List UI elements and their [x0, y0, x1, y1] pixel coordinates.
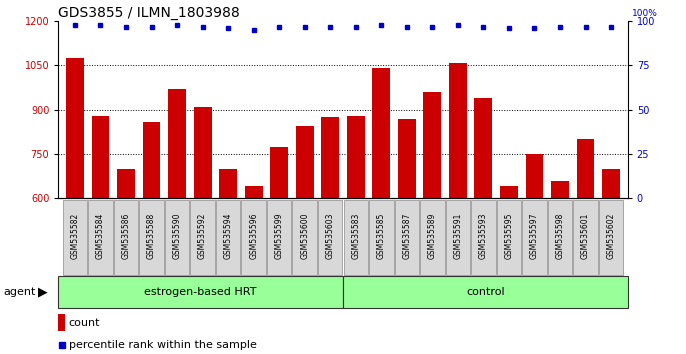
FancyBboxPatch shape [369, 200, 394, 275]
Text: GSM535589: GSM535589 [428, 212, 437, 259]
Bar [449, 63, 467, 354]
FancyBboxPatch shape [292, 200, 317, 275]
FancyBboxPatch shape [267, 200, 292, 275]
FancyBboxPatch shape [62, 200, 87, 275]
Text: GSM535601: GSM535601 [581, 212, 590, 259]
Text: GSM535603: GSM535603 [326, 212, 335, 259]
FancyBboxPatch shape [471, 200, 496, 275]
Bar [602, 169, 620, 354]
Text: GSM535596: GSM535596 [249, 212, 258, 259]
FancyBboxPatch shape [190, 200, 215, 275]
Text: count: count [69, 318, 100, 327]
Bar [423, 92, 441, 354]
Text: percentile rank within the sample: percentile rank within the sample [69, 339, 257, 350]
Text: estrogen-based HRT: estrogen-based HRT [145, 287, 257, 297]
FancyBboxPatch shape [241, 200, 266, 275]
Bar [58, 314, 65, 331]
FancyBboxPatch shape [446, 200, 470, 275]
Text: GSM535591: GSM535591 [453, 212, 462, 259]
FancyBboxPatch shape [343, 276, 628, 308]
Text: GSM535602: GSM535602 [606, 212, 615, 259]
Bar [398, 119, 416, 354]
FancyBboxPatch shape [599, 200, 624, 275]
Text: GSM535588: GSM535588 [147, 212, 156, 259]
Bar [525, 154, 543, 354]
Text: GSM535583: GSM535583 [351, 212, 360, 259]
Text: 100%: 100% [632, 10, 658, 18]
Text: GSM535593: GSM535593 [479, 212, 488, 259]
Text: GSM535600: GSM535600 [300, 212, 309, 259]
Bar [372, 68, 390, 354]
Bar [500, 187, 518, 354]
Text: GSM535599: GSM535599 [274, 212, 284, 259]
FancyBboxPatch shape [114, 200, 138, 275]
Text: GSM535582: GSM535582 [71, 212, 80, 259]
Text: GSM535590: GSM535590 [173, 212, 182, 259]
FancyBboxPatch shape [58, 276, 343, 308]
Bar [66, 58, 84, 354]
Bar [219, 169, 237, 354]
Text: GDS3855 / ILMN_1803988: GDS3855 / ILMN_1803988 [58, 6, 240, 20]
FancyBboxPatch shape [165, 200, 189, 275]
Text: GSM535597: GSM535597 [530, 212, 539, 259]
FancyBboxPatch shape [394, 200, 419, 275]
Bar [193, 107, 211, 354]
Text: GSM535592: GSM535592 [198, 212, 207, 259]
FancyBboxPatch shape [522, 200, 547, 275]
Bar [168, 89, 186, 354]
FancyBboxPatch shape [139, 200, 164, 275]
Bar [143, 121, 161, 354]
Text: agent: agent [3, 287, 36, 297]
Bar [347, 116, 365, 354]
Text: GSM535594: GSM535594 [224, 212, 233, 259]
Text: GSM535595: GSM535595 [504, 212, 513, 259]
FancyBboxPatch shape [216, 200, 240, 275]
Bar [551, 181, 569, 354]
Text: GSM535598: GSM535598 [556, 212, 565, 259]
Text: GSM535586: GSM535586 [121, 212, 130, 259]
Bar [91, 116, 109, 354]
Bar [245, 187, 263, 354]
Bar [475, 98, 493, 354]
FancyBboxPatch shape [497, 200, 521, 275]
Text: control: control [466, 287, 505, 297]
Bar [117, 169, 135, 354]
Text: GSM535587: GSM535587 [402, 212, 412, 259]
FancyBboxPatch shape [88, 200, 113, 275]
Bar [270, 147, 288, 354]
FancyBboxPatch shape [548, 200, 572, 275]
Bar [321, 117, 339, 354]
Bar [577, 139, 595, 354]
Text: GSM535584: GSM535584 [96, 212, 105, 259]
FancyBboxPatch shape [344, 200, 368, 275]
Text: GSM535585: GSM535585 [377, 212, 386, 259]
FancyBboxPatch shape [573, 200, 598, 275]
FancyBboxPatch shape [420, 200, 445, 275]
Bar [296, 126, 314, 354]
Text: ▶: ▶ [38, 286, 47, 298]
FancyBboxPatch shape [318, 200, 342, 275]
